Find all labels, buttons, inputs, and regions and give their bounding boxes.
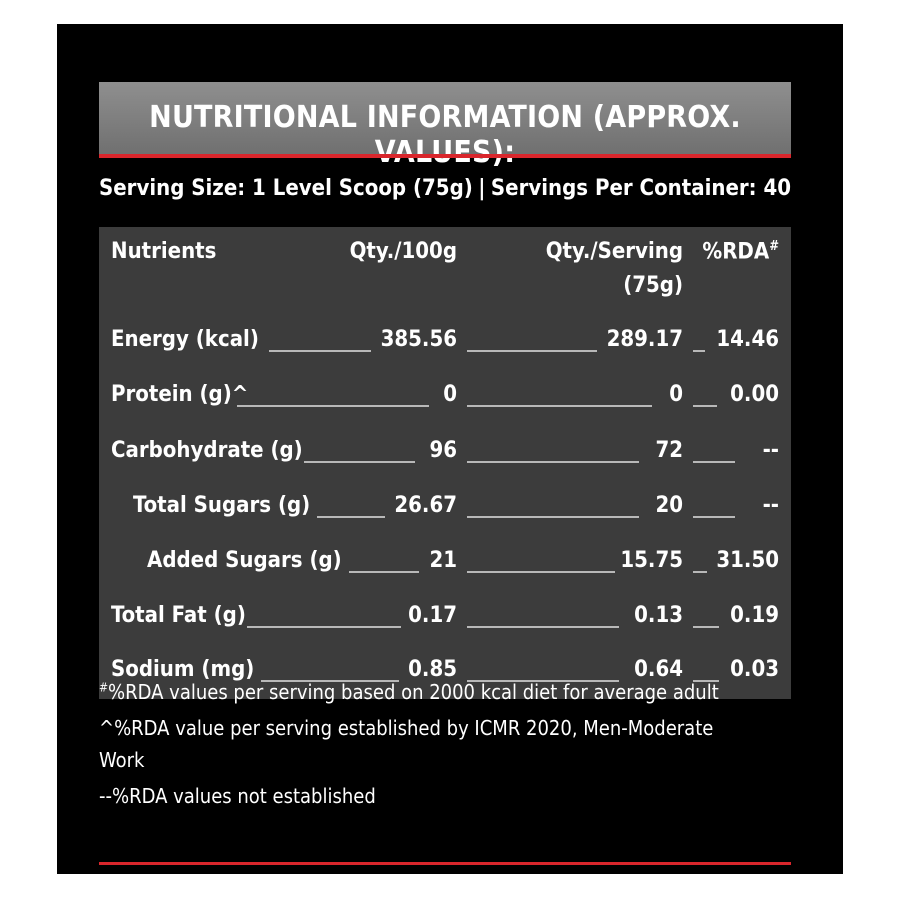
value-rda: 31.50 xyxy=(716,548,779,573)
value-per-serving: 0 xyxy=(669,382,683,407)
leader-line-100g xyxy=(261,680,399,682)
title-bar: NUTRITIONAL INFORMATION (APPROX. VALUES)… xyxy=(99,82,791,170)
leader-line-serving xyxy=(467,571,615,573)
nutrition-table: Nutrients Qty./100g Qty./Serving (75g) %… xyxy=(99,227,791,699)
header-rda-label: %RDA xyxy=(702,239,770,265)
value-per-100g: 0.17 xyxy=(408,603,457,628)
leader-line-100g xyxy=(304,461,415,463)
footnote-3: --%RDA values not established xyxy=(99,784,376,808)
value-per-serving: 72 xyxy=(655,438,683,463)
header-nutrients: Nutrients xyxy=(111,239,217,264)
value-per-serving: 289.17 xyxy=(606,327,683,352)
nutrient-name: Total Sugars (g) xyxy=(133,493,311,518)
header-rda: %RDA# xyxy=(702,239,779,264)
leader-line-rda xyxy=(693,516,735,518)
panel-title: NUTRITIONAL INFORMATION (APPROX. VALUES)… xyxy=(149,100,741,170)
value-rda: -- xyxy=(762,438,779,463)
leader-line-100g xyxy=(269,350,371,352)
nutrient-name: Added Sugars (g) xyxy=(147,548,342,573)
footnote-2-line-1: ^%RDA value per serving established by I… xyxy=(99,716,714,740)
leader-line-rda xyxy=(693,461,735,463)
serving-size: Serving Size: 1 Level Scoop (75g) xyxy=(99,176,473,201)
nutrient-name: Sodium (mg) xyxy=(111,657,255,682)
value-per-serving: 15.75 xyxy=(620,548,683,573)
bottom-rule xyxy=(99,862,791,865)
leader-line-rda xyxy=(693,405,717,407)
leader-line-rda xyxy=(693,680,719,682)
footnote-1-text: %RDA values per serving based on 2000 kc… xyxy=(108,680,719,704)
nutrient-name: Protein (g)^ xyxy=(111,382,249,407)
nutrient-name: Energy (kcal) xyxy=(111,327,259,352)
footnote-2-line-2: Work xyxy=(99,748,145,772)
value-rda: -- xyxy=(762,493,779,518)
nutrient-name: Carbohydrate (g) xyxy=(111,438,303,463)
leader-line-rda xyxy=(693,350,705,352)
value-per-serving: 20 xyxy=(655,493,683,518)
leader-line-100g xyxy=(349,571,419,573)
value-rda: 0.19 xyxy=(730,603,779,628)
leader-line-serving xyxy=(467,350,597,352)
nutrition-panel: NUTRITIONAL INFORMATION (APPROX. VALUES)… xyxy=(57,24,843,874)
value-per-100g: 0.85 xyxy=(408,657,457,682)
value-per-100g: 385.56 xyxy=(380,327,457,352)
header-rda-mark: # xyxy=(769,239,779,254)
footnote-1: #%RDA values per serving based on 2000 k… xyxy=(99,680,719,704)
serving-separator: | xyxy=(478,176,486,201)
value-rda: 0.03 xyxy=(730,657,779,682)
header-qty-serving-label: Qty./Serving xyxy=(545,239,683,264)
footnote-1-mark: # xyxy=(99,680,109,695)
header-qty-serving-unit: (75g) xyxy=(623,273,683,298)
servings-per-container: Servings Per Container: 40 xyxy=(490,176,791,201)
value-rda: 14.46 xyxy=(716,327,779,352)
value-per-100g: 26.67 xyxy=(394,493,457,518)
header-qty-serving: Qty./Serving (75g) xyxy=(546,235,683,303)
leader-line-100g xyxy=(247,626,401,628)
nutrient-name: Total Fat (g) xyxy=(111,603,246,628)
leader-line-serving xyxy=(467,461,639,463)
leader-line-serving xyxy=(467,516,639,518)
leader-line-100g xyxy=(317,516,385,518)
value-rda: 0.00 xyxy=(730,382,779,407)
serving-info: Serving Size: 1 Level Scoop (75g) | Serv… xyxy=(99,176,791,201)
leader-line-serving xyxy=(467,405,652,407)
leader-line-rda xyxy=(693,571,707,573)
leader-line-100g xyxy=(237,405,429,407)
value-per-100g: 96 xyxy=(429,438,457,463)
leader-line-serving xyxy=(467,680,619,682)
value-per-serving: 0.64 xyxy=(634,657,683,682)
leader-line-serving xyxy=(467,626,619,628)
value-per-serving: 0.13 xyxy=(634,603,683,628)
value-per-100g: 21 xyxy=(429,548,457,573)
leader-line-rda xyxy=(693,626,719,628)
title-underline xyxy=(99,154,791,158)
header-qty-100g: Qty./100g xyxy=(349,239,457,264)
value-per-100g: 0 xyxy=(443,382,457,407)
